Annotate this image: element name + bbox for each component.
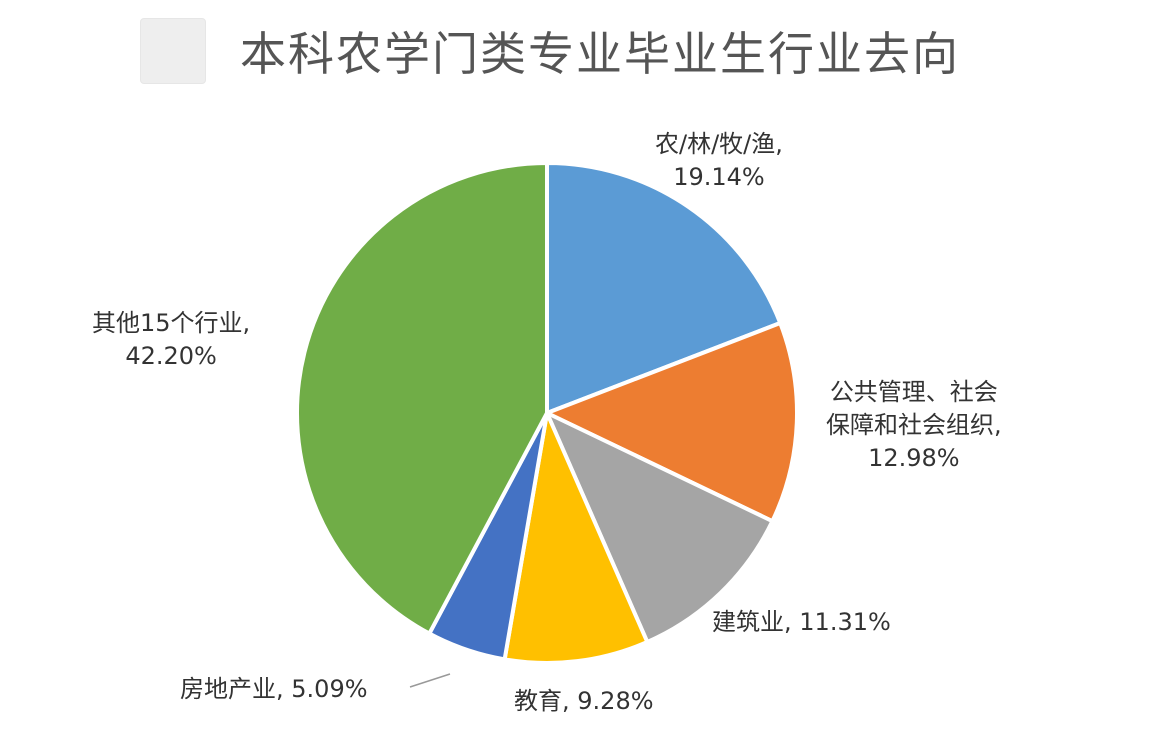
slice-name: 建筑业, (712, 608, 792, 636)
slice-label-agriculture: 农/林/牧/渔, 19.14% (655, 128, 783, 194)
slice-name-line-2: 保障和社会组织, (826, 411, 1002, 439)
slice-label-real-estate: 房地产业, 5.09% (180, 673, 368, 706)
leader-line-real-estate (409, 673, 451, 688)
slice-value: 9.28% (577, 687, 654, 715)
slice-label-other-industries: 其他15个行业, 42.20% (92, 307, 250, 373)
title-placeholder-box (140, 18, 206, 84)
chart-title: 本科农学门类专业毕业生行业去向 (240, 27, 960, 81)
slice-value: 19.14% (673, 163, 765, 191)
pie-slice-0 (545, 161, 783, 415)
slice-label-public-management: 公共管理、社会 保障和社会组织, 12.98% (826, 376, 1002, 475)
slice-name-line-1: 公共管理、社会 (829, 378, 998, 406)
slice-name: 其他15个行业, (92, 309, 251, 337)
slice-name: 房地产业, (180, 675, 284, 703)
pie-slice-5 (295, 161, 549, 636)
slice-value: 42.20% (125, 342, 217, 370)
slice-label-education: 教育, 9.28% (514, 685, 654, 718)
pie-slice-1 (545, 321, 799, 524)
pie-slice-2 (545, 411, 775, 644)
slice-value: 12.98% (868, 444, 960, 472)
chart-title-bar: 本科农学门类专业毕业生行业去向 (140, 18, 960, 84)
slice-label-construction: 建筑业, 11.31% (712, 606, 891, 639)
slice-name: 农/林/牧/渔, (655, 130, 783, 158)
slice-name: 教育, (514, 687, 570, 715)
pie-slice-3 (502, 411, 650, 665)
slice-value: 11.31% (799, 608, 891, 636)
slice-value: 5.09% (291, 675, 368, 703)
